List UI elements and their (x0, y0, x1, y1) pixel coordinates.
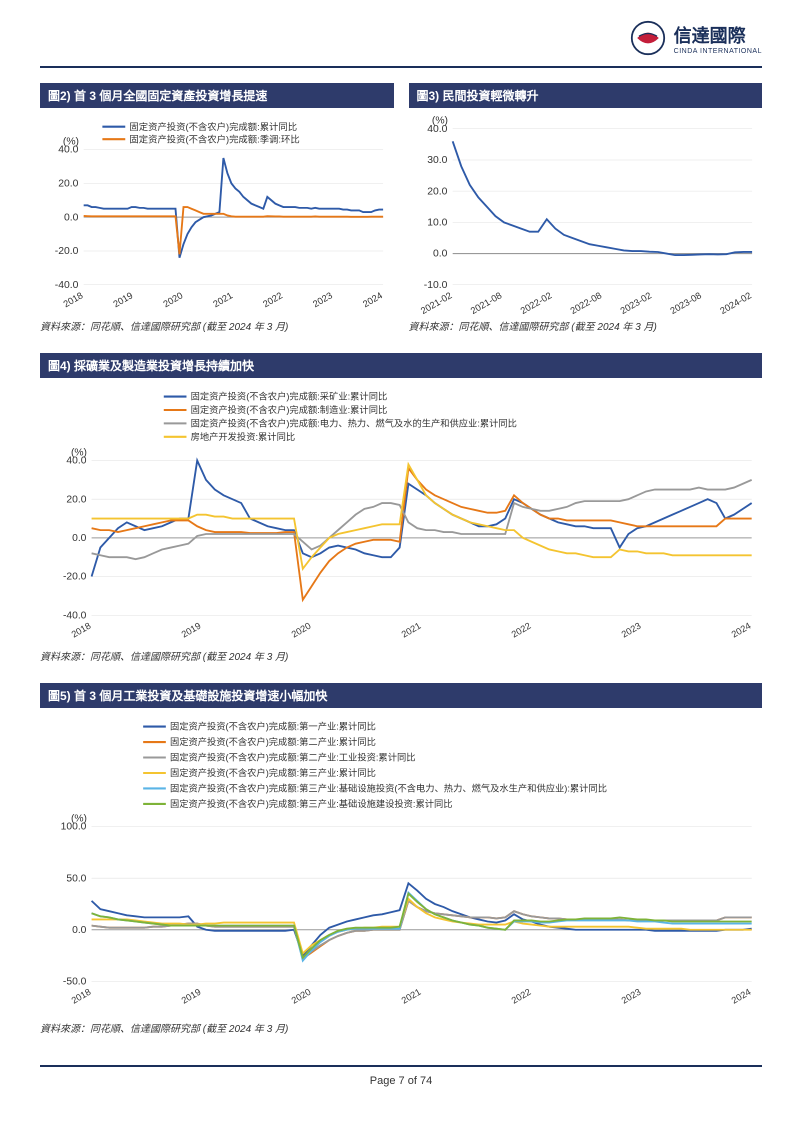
svg-text:-10.0: -10.0 (423, 280, 447, 291)
svg-text:固定资产投资(不含农户)完成额:制造业:累计同比: 固定资产投资(不含农户)完成额:制造业:累计同比 (191, 404, 388, 415)
svg-text:(%): (%) (71, 814, 87, 825)
svg-text:2024-02: 2024-02 (718, 290, 753, 316)
svg-text:-50.0: -50.0 (63, 977, 87, 988)
chart-3-svg: -10.00.010.020.030.040.0(%)2021-022021-0… (409, 108, 763, 316)
svg-text:2022: 2022 (510, 621, 533, 640)
svg-text:2024: 2024 (730, 987, 753, 1006)
svg-text:2019: 2019 (180, 621, 203, 640)
svg-text:固定资产投资(不含农户)完成额:电力、热力、燃气及水的生产和: 固定资产投资(不含农户)完成额:电力、热力、燃气及水的生产和供应业:累计同比 (191, 417, 517, 428)
header: 信達國際 CINDA INTERNATIONAL (40, 20, 762, 56)
page-number: Page 7 of 74 (370, 1075, 432, 1087)
chart-5-title: 圖5) 首 3 個月工業投資及基礎設施投資增速小幅加快 (40, 683, 762, 708)
svg-text:0.0: 0.0 (64, 212, 79, 223)
svg-text:固定资产投资(不含农户)完成额:第三产业:基础设施建设投资:: 固定资产投资(不含农户)完成额:第三产业:基础设施建设投资:累计同比 (170, 798, 453, 809)
svg-text:-20.0: -20.0 (55, 246, 79, 257)
svg-text:固定资产投资(不含农户)完成额:采矿业:累计同比: 固定资产投资(不含农户)完成额:采矿业:累计同比 (191, 391, 388, 402)
svg-text:2019: 2019 (112, 290, 135, 309)
svg-text:(%): (%) (63, 136, 79, 147)
svg-text:2021-08: 2021-08 (468, 290, 503, 316)
svg-text:2019: 2019 (180, 987, 203, 1006)
svg-text:固定资产投资(不含农户)完成额:第三产业:累计同比: 固定资产投资(不含农户)完成额:第三产业:累计同比 (170, 767, 376, 778)
svg-text:2024: 2024 (361, 290, 384, 309)
logo: 信達國際 CINDA INTERNATIONAL (630, 20, 762, 56)
svg-text:10.0: 10.0 (427, 217, 447, 228)
chart-5-container: 圖5) 首 3 個月工業投資及基礎設施投資增速小幅加快 -50.0 0.0 50.0… (40, 683, 762, 1034)
svg-text:(%): (%) (71, 447, 87, 458)
chart-3-title: 圖3) 民間投資輕微轉升 (409, 83, 763, 108)
footer: Page 7 of 74 (40, 1065, 762, 1087)
svg-text:房地产开发投资:累计同比: 房地产开发投资:累计同比 (191, 431, 296, 442)
svg-text:2020: 2020 (161, 290, 184, 309)
svg-text:2018: 2018 (70, 987, 93, 1006)
svg-text:2021: 2021 (211, 290, 234, 309)
svg-text:固定资产投资(不含农户)完成额:第二产业:累计同比: 固定资产投资(不含农户)完成额:第二产业:累计同比 (170, 736, 376, 747)
chart-3-container: 圖3) 民間投資輕微轉升 -10.00.010.020.030.040.0(%)… (409, 83, 763, 333)
svg-text:30.0: 30.0 (427, 155, 447, 166)
svg-text:2023: 2023 (620, 621, 643, 640)
logo-text-cn: 信達國際 (674, 22, 762, 48)
svg-text:0.0: 0.0 (72, 533, 87, 544)
svg-text:2023-08: 2023-08 (668, 290, 703, 316)
svg-text:20.0: 20.0 (427, 186, 447, 197)
svg-text:2022: 2022 (261, 290, 284, 309)
svg-text:0.0: 0.0 (433, 249, 448, 260)
svg-text:固定资产投资(不含农户)完成额:第一产业:累计同比: 固定资产投资(不含农户)完成额:第一产业:累计同比 (170, 721, 376, 732)
svg-text:2023: 2023 (311, 290, 334, 309)
svg-text:-20.0: -20.0 (63, 572, 87, 583)
svg-text:2021-02: 2021-02 (418, 290, 453, 316)
svg-text:50.0: 50.0 (66, 873, 86, 884)
chart-2-container: 圖2) 首 3 個月全國固定資產投資增長提速 -40.0 -20.0 0.0 20.0… (40, 83, 394, 333)
svg-text:20.0: 20.0 (58, 178, 78, 189)
chart-2-source: 資料來源：同花順、信達國際研究部 (截至 2024 年 3 月) (40, 318, 394, 333)
logo-icon (630, 20, 666, 56)
svg-text:2022-08: 2022-08 (568, 290, 603, 316)
svg-text:2023-02: 2023-02 (618, 290, 653, 316)
chart-4-source: 資料來源：同花順、信達國際研究部 (截至 2024 年 3 月) (40, 648, 762, 663)
header-divider (40, 66, 762, 68)
svg-text:2022-02: 2022-02 (518, 290, 553, 316)
svg-text:2023: 2023 (620, 987, 643, 1006)
svg-text:2021: 2021 (400, 621, 423, 640)
svg-text:2021: 2021 (400, 987, 423, 1006)
svg-text:2018: 2018 (62, 290, 85, 309)
chart-2-svg: -40.0-20.00.020.040.0(%)2018201920202021… (40, 108, 394, 316)
svg-text:2020: 2020 (290, 621, 313, 640)
chart-5-svg: -50.00.050.0100.0(%)20182019202020212022… (40, 708, 762, 1017)
svg-text:固定资产投资(不含农户)完成额:季调:环比: 固定资产投资(不含农户)完成额:季调:环比 (129, 133, 299, 144)
chart-4-svg: -40.0-20.00.020.040.0(%)2018201920202021… (40, 378, 762, 646)
svg-text:-40.0: -40.0 (55, 280, 79, 291)
svg-text:(%): (%) (431, 116, 447, 127)
svg-text:20.0: 20.0 (66, 494, 86, 505)
logo-text-en: CINDA INTERNATIONAL (674, 48, 762, 55)
svg-text:固定资产投资(不含农户)完成额:第二产业:工业投资:累计同比: 固定资产投资(不含农户)完成额:第二产业:工业投资:累计同比 (170, 752, 416, 763)
svg-text:2024: 2024 (730, 621, 753, 640)
chart-4-container: 圖4) 採礦業及製造業投資增長持續加快 -40.0-20.00.020.040.… (40, 353, 762, 663)
svg-text:固定资产投资(不含农户)完成额:第三产业:基础设施投资(不含: 固定资产投资(不含农户)完成额:第三产业:基础设施投资(不含电力、热力、燃气及水… (170, 783, 607, 794)
chart-5-source: 資料來源：同花順、信達國際研究部 (截至 2024 年 3 月) (40, 1020, 762, 1035)
svg-text:2020: 2020 (290, 987, 313, 1006)
svg-text:-40.0: -40.0 (63, 610, 87, 621)
chart-4-title: 圖4) 採礦業及製造業投資增長持續加快 (40, 353, 762, 378)
chart-3-source: 資料來源：同花順、信達國際研究部 (截至 2024 年 3 月) (409, 318, 763, 333)
chart-2-title: 圖2) 首 3 個月全國固定資產投資增長提速 (40, 83, 394, 108)
svg-text:0.0: 0.0 (72, 925, 87, 936)
svg-text:2018: 2018 (70, 621, 93, 640)
svg-text:固定资产投资(不含农户)完成额:累计同比: 固定资产投资(不含农户)完成额:累计同比 (129, 121, 297, 132)
svg-text:2022: 2022 (510, 987, 533, 1006)
